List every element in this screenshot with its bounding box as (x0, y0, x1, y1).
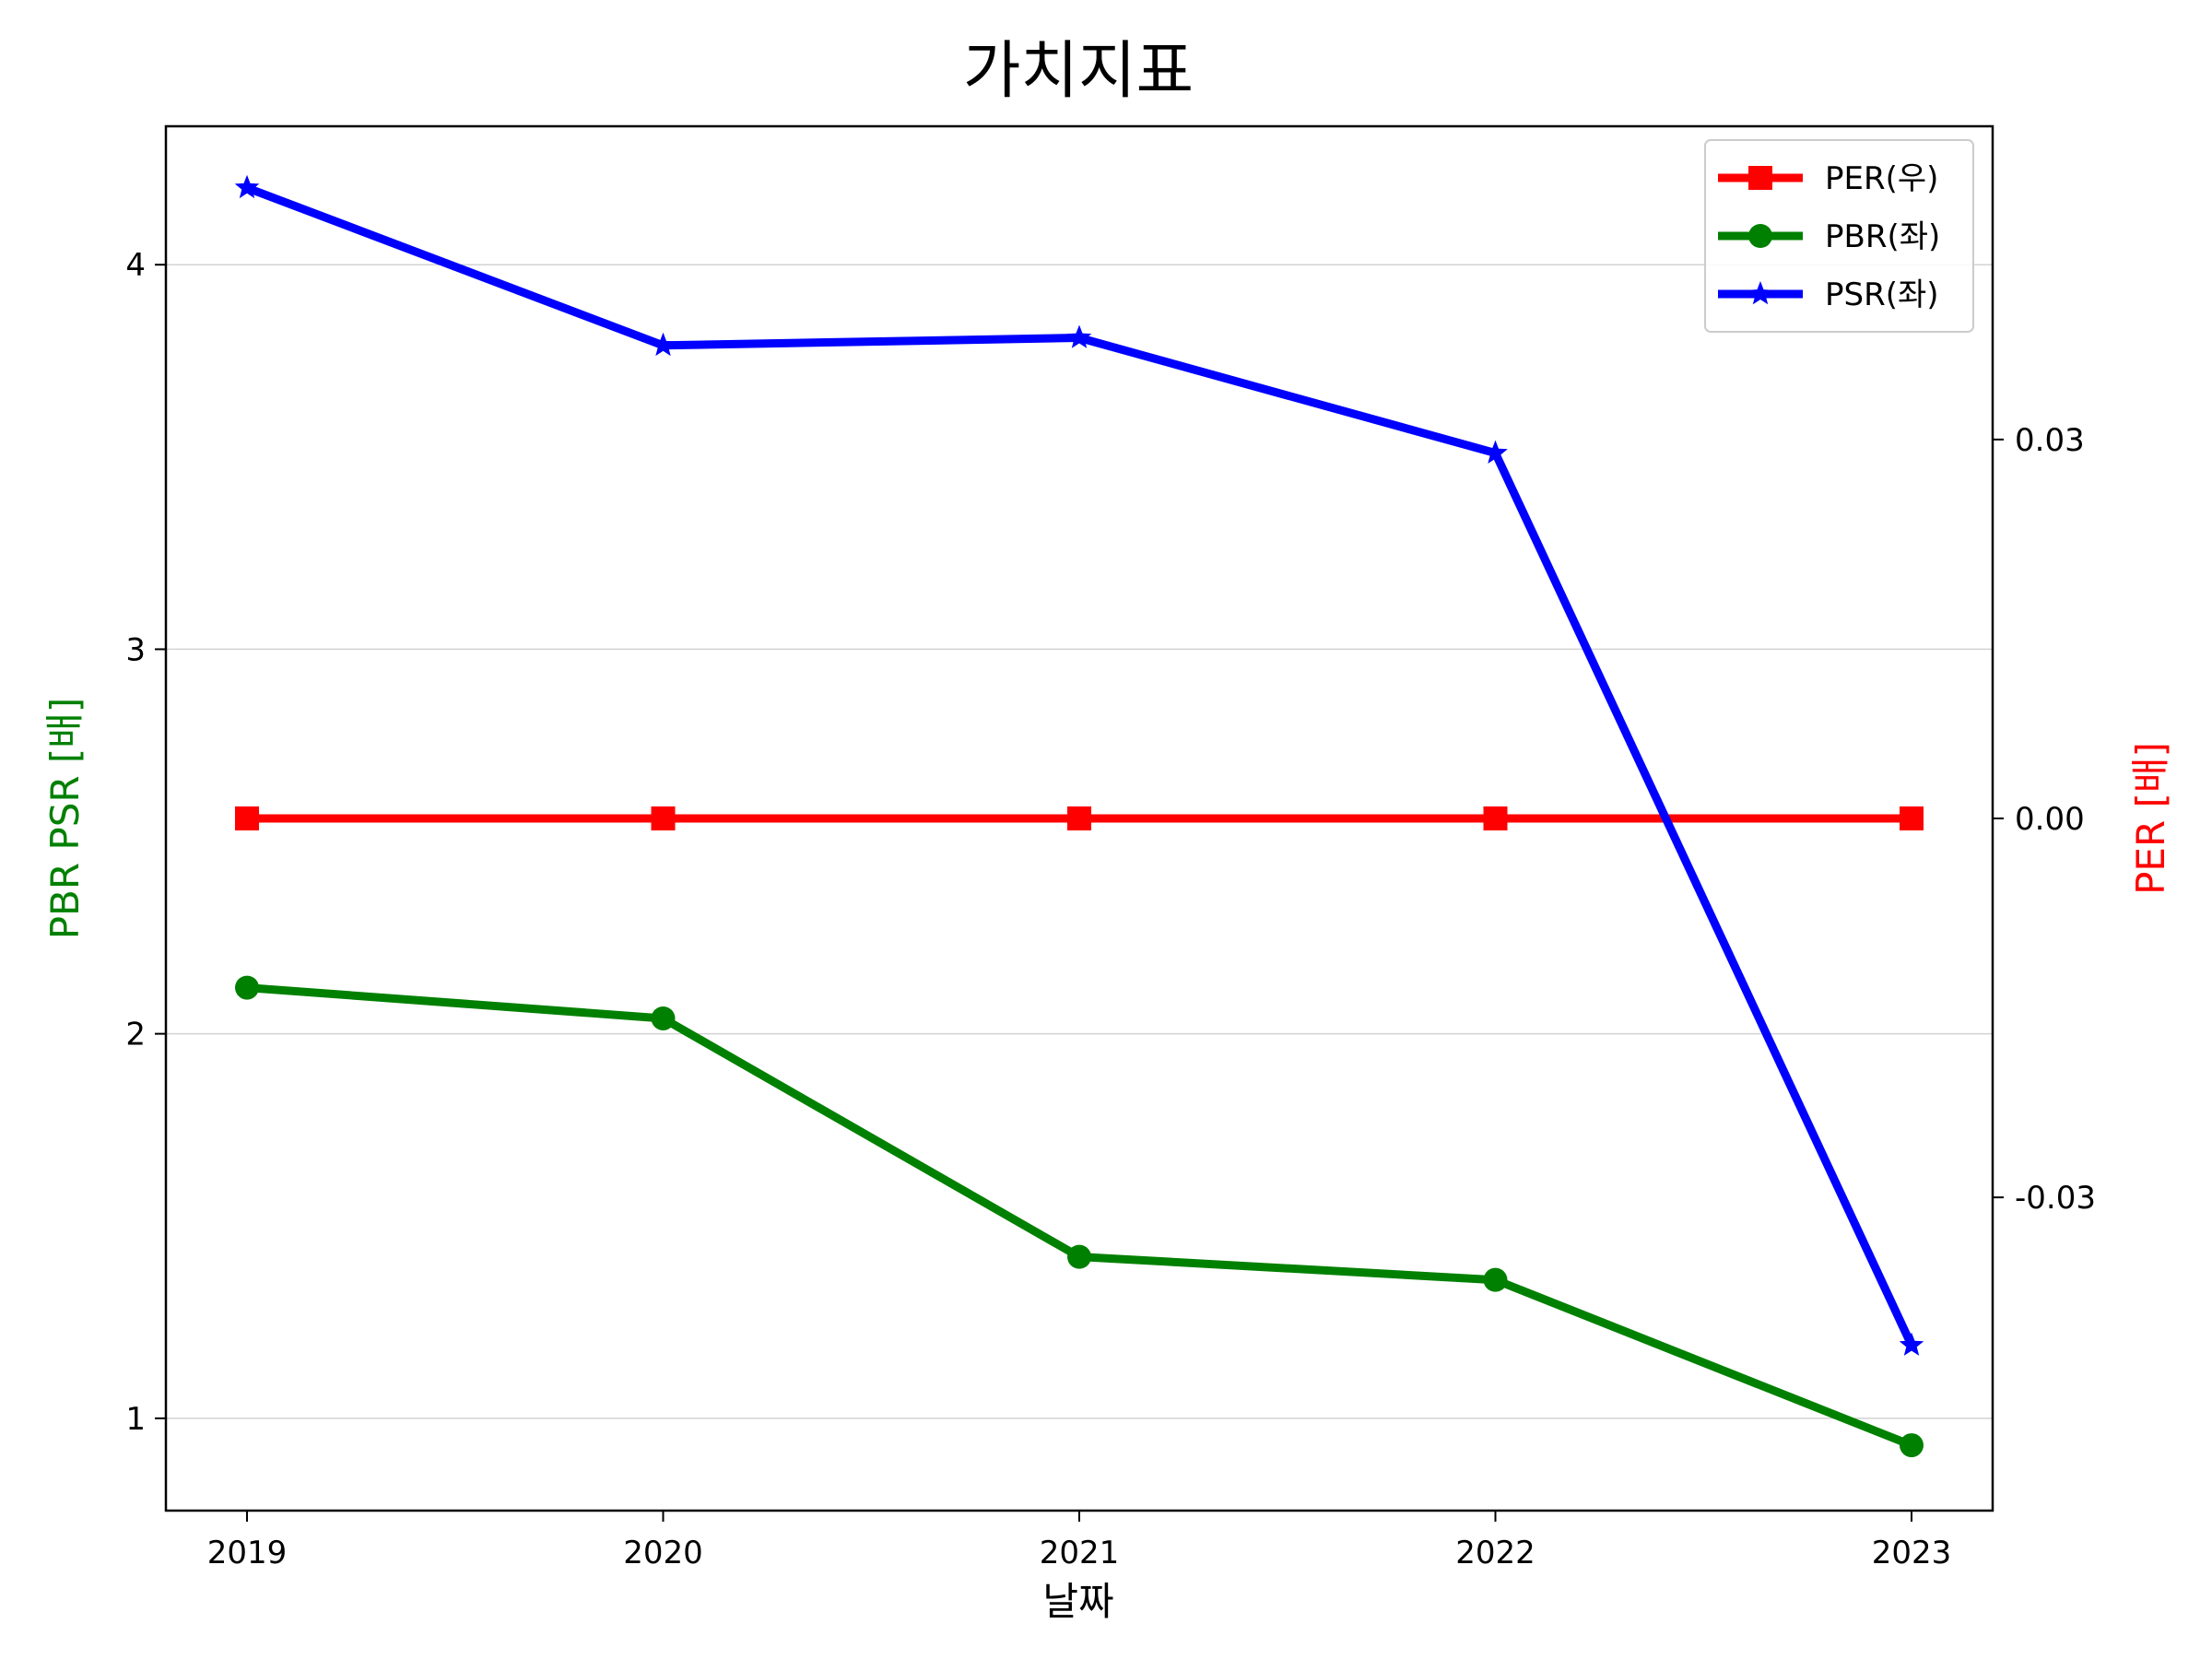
legend-marker (1748, 224, 1772, 248)
legend-label: PSR(좌) (1825, 276, 1939, 313)
x-tick-label: 2020 (623, 1535, 703, 1571)
left-axis: 1 2 3 4 (125, 247, 166, 1438)
data-point (1066, 324, 1092, 348)
x-tick-label: 2019 (207, 1535, 288, 1571)
legend: PER(우) PBR(좌) PSR(좌) (1704, 139, 1974, 333)
data-point (1483, 440, 1508, 464)
data-point (1483, 1267, 1508, 1292)
series (234, 174, 1924, 1458)
grid (166, 264, 1993, 1419)
data-point (234, 174, 260, 199)
left-tick-label: 1 (125, 1401, 146, 1438)
data-point (1483, 806, 1508, 830)
x-tick-label: 2023 (1872, 1535, 1952, 1571)
legend-marker (1748, 166, 1772, 190)
y-axis-label-left: PBR PSR [배] (42, 698, 88, 940)
data-point (235, 806, 259, 830)
y-axis-label-right: PER [배] (2128, 742, 2173, 895)
series-1 (235, 975, 1924, 1458)
x-tick-label: 2022 (1455, 1535, 1535, 1571)
left-tick-label: 4 (125, 247, 146, 284)
chart-title: 가치지표 (963, 35, 1194, 108)
data-point (651, 806, 676, 830)
data-point (1067, 806, 1091, 830)
series-line (246, 983, 1913, 1450)
legend-entry: PBR(좌) (1718, 218, 1940, 255)
legend-entry: PER(우) (1718, 160, 1938, 197)
data-point (651, 332, 676, 357)
data-point (651, 1006, 676, 1030)
left-tick-label: 2 (125, 1017, 146, 1053)
legend-label: PER(우) (1825, 160, 1938, 197)
x-axis-label: 날짜 (1042, 1579, 1113, 1624)
series-2 (234, 174, 1924, 1356)
data-point (235, 975, 259, 1000)
legend-marker (1747, 281, 1773, 305)
x-axis: 2019 2020 2021 2022 2023 (207, 1511, 1952, 1571)
legend-entry: PSR(좌) (1718, 276, 1939, 313)
left-tick-label: 3 (125, 631, 146, 668)
x-tick-label: 2021 (1040, 1535, 1120, 1571)
data-point (1899, 1332, 1924, 1356)
data-point (1067, 1244, 1091, 1269)
series-0 (235, 806, 1924, 830)
right-axis: -0.03 0.00 0.03 (1993, 422, 2096, 1217)
right-tick-label: 0.00 (2015, 801, 2085, 838)
right-tick-label: -0.03 (2015, 1180, 2096, 1217)
data-point (1900, 1433, 1924, 1458)
right-tick-label: 0.03 (2015, 422, 2085, 459)
legend-label: PBR(좌) (1825, 218, 1940, 255)
series-line (245, 183, 1916, 1347)
data-point (1900, 806, 1924, 830)
